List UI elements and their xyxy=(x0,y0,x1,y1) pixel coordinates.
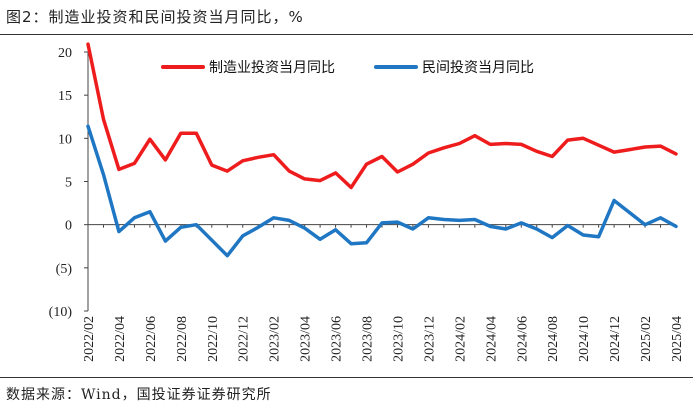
x-tick-label: 2024/02 xyxy=(453,316,468,362)
legend-label-2: 民间投资当月同比 xyxy=(422,60,534,76)
y-tick-label: 5 xyxy=(65,176,72,191)
x-tick-label: 2023/08 xyxy=(361,316,376,362)
legend-label-1: 制造业投资当月同比 xyxy=(209,60,335,76)
x-tick-label: 2022/06 xyxy=(144,316,159,362)
x-tick-label: 2024/10 xyxy=(577,316,592,362)
x-tick-label: 2024/12 xyxy=(608,316,623,362)
x-tick-label: 2025/02 xyxy=(639,316,654,362)
x-tick-label: 2022/12 xyxy=(237,316,252,362)
y-tick-label: (10) xyxy=(49,305,73,320)
x-tick-label: 2023/04 xyxy=(299,316,314,362)
series-line-2 xyxy=(86,124,678,258)
y-tick-label: 10 xyxy=(58,132,72,147)
source-note: 数据来源：Wind，国投证券证券研究所 xyxy=(6,387,272,403)
title-divider xyxy=(0,34,693,35)
y-tick-label: 15 xyxy=(58,89,72,104)
y-tick-label: 0 xyxy=(65,219,72,234)
x-tick-label: 2022/08 xyxy=(175,316,190,362)
chart-axes xyxy=(87,52,676,311)
x-tick-label: 2022/02 xyxy=(82,316,97,362)
y-axis-ticks: 20 15 10 5 0 (5) (10) xyxy=(49,46,88,320)
x-tick-label: 2023/12 xyxy=(422,316,437,362)
x-tick-label: 2024/08 xyxy=(546,316,561,362)
y-tick-label: (5) xyxy=(56,262,73,277)
x-tick-label: 2024/06 xyxy=(515,316,530,362)
x-axis-ticks: 2022/02 2022/04 2022/06 2022/08 2022/10 2022/… xyxy=(82,224,685,362)
x-tick-label: 2023/10 xyxy=(391,316,406,362)
x-tick-label: 2022/10 xyxy=(206,316,221,362)
x-tick-label: 2023/02 xyxy=(268,316,283,362)
series-lines xyxy=(86,42,678,258)
series-line-1 xyxy=(86,42,678,190)
source-divider xyxy=(0,377,693,378)
x-tick-label: 2022/04 xyxy=(113,316,128,362)
chart-legend: 制造业投资当月同比 民间投资当月同比 xyxy=(161,60,534,76)
figure-title: 图2：制造业投资和民间投资当月同比，% xyxy=(6,8,304,26)
x-tick-label: 2024/04 xyxy=(484,316,499,362)
y-tick-label: 20 xyxy=(58,46,72,61)
x-tick-label: 2025/04 xyxy=(670,316,685,362)
x-tick-label: 2023/06 xyxy=(330,316,345,362)
